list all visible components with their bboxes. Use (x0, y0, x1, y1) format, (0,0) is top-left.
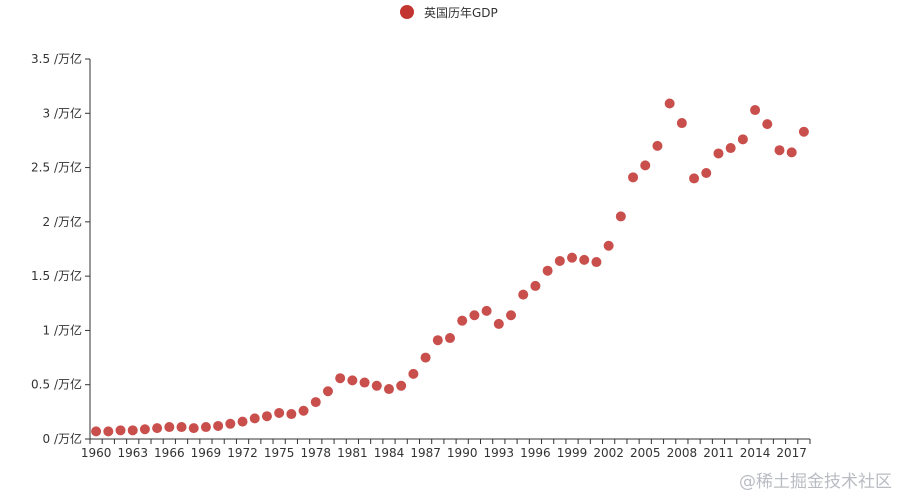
data-point (139, 424, 150, 435)
data-point (127, 425, 138, 436)
data-point (786, 147, 797, 158)
data-point (383, 384, 394, 395)
x-tick-label: 1960 (81, 446, 112, 460)
x-tick-label: 2011 (703, 446, 734, 460)
data-point (506, 310, 517, 321)
data-point (176, 422, 187, 433)
data-point (91, 426, 102, 437)
data-point (213, 420, 224, 431)
data-point (640, 160, 651, 171)
data-point (457, 315, 468, 326)
y-tick-label: 1.5 /万亿 (31, 268, 82, 283)
y-tick-label: 3 /万亿 (43, 105, 83, 120)
data-point (603, 240, 614, 251)
data-point (481, 305, 492, 316)
data-point (188, 423, 199, 434)
data-point (335, 373, 346, 384)
legend-label: 英国历年GDP (424, 5, 498, 20)
x-tick-label: 1975 (264, 446, 295, 460)
y-tick-label: 3.5 /万亿 (31, 51, 82, 66)
x-tick-label: 1978 (300, 446, 331, 460)
data-point (701, 168, 712, 178)
data-point (310, 397, 321, 408)
data-point (298, 405, 309, 416)
data-point (676, 118, 687, 129)
legend-swatch-icon (400, 5, 414, 19)
x-tick-label: 1993 (484, 446, 515, 460)
x-tick-label: 1999 (557, 446, 588, 460)
x-tick-label: 1981 (337, 446, 368, 460)
x-tick-label: 1990 (447, 446, 478, 460)
x-tick-label: 1969 (191, 446, 222, 460)
data-point (408, 368, 419, 379)
data-point (774, 145, 785, 156)
x-tick-label: 1972 (227, 446, 258, 460)
data-point (542, 265, 553, 276)
data-point (359, 377, 370, 388)
data-point (371, 380, 382, 391)
data-point (615, 211, 626, 222)
data-point (737, 134, 748, 145)
y-tick-label: 0 /万亿 (43, 431, 83, 446)
data-point (469, 310, 480, 321)
y-tick-label: 2.5 /万亿 (31, 160, 82, 175)
data-point (115, 425, 126, 436)
data-point (274, 407, 285, 418)
data-point (396, 380, 407, 391)
data-point (713, 148, 724, 159)
x-tick-label: 2017 (776, 446, 807, 460)
data-point (432, 335, 443, 346)
data-point (103, 426, 114, 437)
x-tick-label: 2014 (740, 446, 771, 460)
y-tick-label: 2 /万亿 (43, 214, 83, 229)
legend[interactable]: 英国历年GDP (400, 3, 498, 21)
data-point (322, 386, 333, 397)
data-point (798, 126, 809, 137)
data-point (152, 423, 163, 434)
x-tick-label: 1966 (154, 446, 185, 460)
data-point (579, 254, 590, 265)
x-tick-label: 1996 (520, 446, 551, 460)
data-point (762, 119, 773, 130)
x-tick-label: 1963 (117, 446, 148, 460)
x-tick-label: 1987 (410, 446, 441, 460)
watermark: @稀土掘金技术社区 (739, 472, 892, 492)
x-tick-label: 1984 (374, 446, 405, 460)
data-point (286, 409, 297, 420)
x-tick-label: 2002 (593, 446, 624, 460)
data-point (567, 252, 578, 263)
data-point (750, 105, 761, 116)
y-tick-label: 0.5 /万亿 (31, 377, 82, 392)
data-point (591, 257, 602, 268)
data-point (445, 333, 455, 344)
data-point (689, 173, 700, 184)
data-point (164, 422, 175, 433)
x-tick-label: 2005 (630, 446, 661, 460)
data-point (249, 413, 260, 424)
data-point (493, 318, 504, 329)
y-tick-label: 1 /万亿 (43, 322, 83, 337)
data-point (420, 352, 431, 363)
data-point (628, 172, 639, 183)
data-point (347, 375, 358, 386)
data-point (237, 416, 248, 427)
data-point (664, 98, 675, 109)
data-point (225, 418, 236, 429)
data-point (261, 411, 272, 422)
data-point (530, 280, 541, 291)
x-tick-label: 2008 (667, 446, 698, 460)
data-point (725, 143, 736, 154)
data-point (518, 289, 529, 300)
data-point (554, 255, 565, 266)
data-point (200, 422, 211, 433)
data-point (652, 140, 663, 151)
